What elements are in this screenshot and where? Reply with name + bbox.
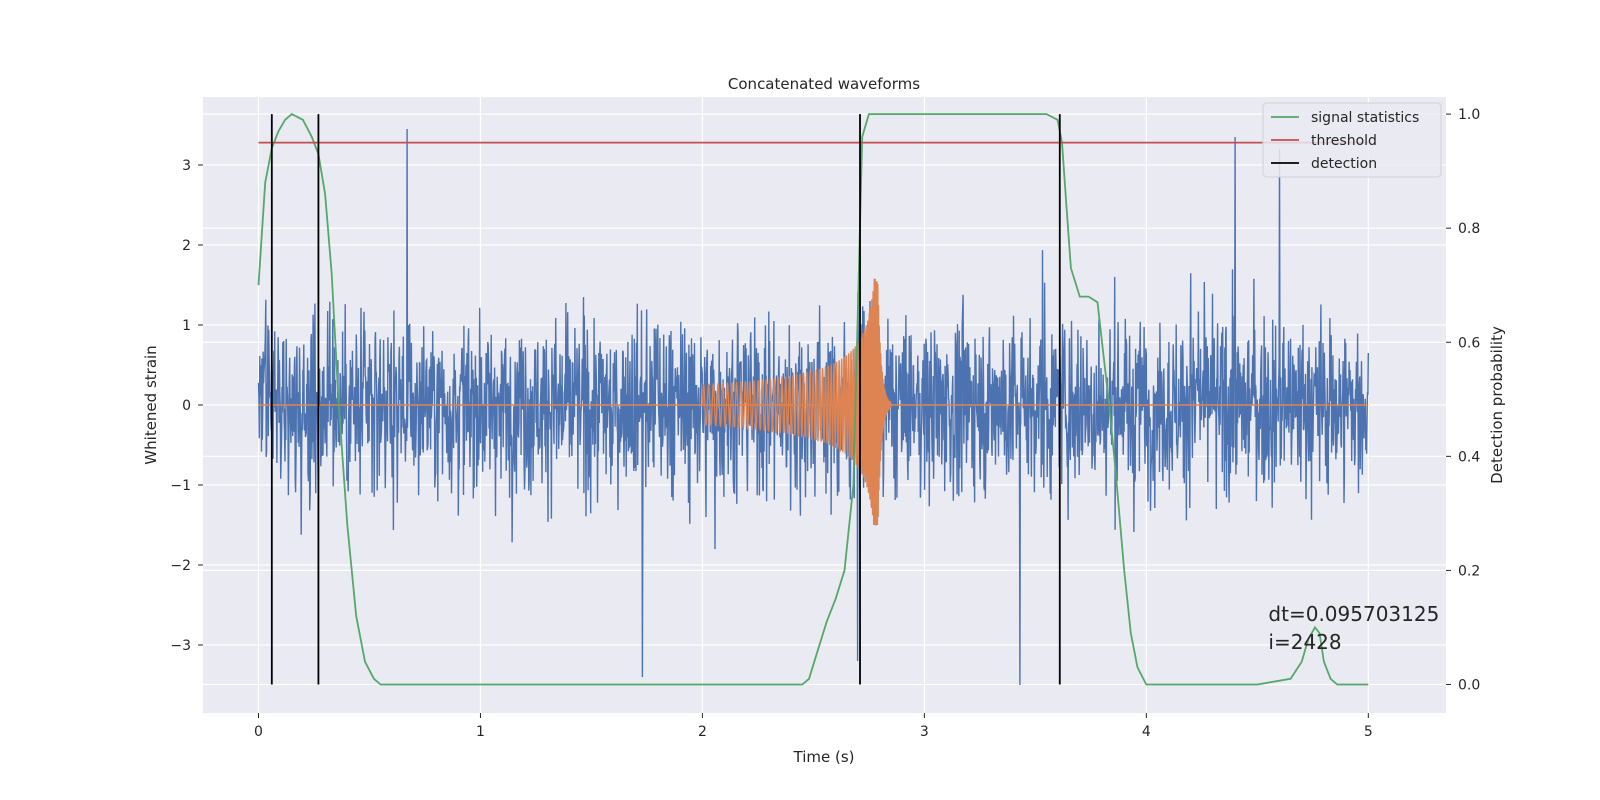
detection-probability-layer bbox=[257, 113, 1369, 686]
y-axis-label: Whitened strain bbox=[142, 345, 160, 464]
chart-title: Concatenated waveforms bbox=[728, 75, 920, 93]
y-tick-label: 3 bbox=[182, 158, 191, 174]
legend-label: threshold bbox=[1311, 133, 1377, 149]
whitened-strain-series bbox=[257, 128, 1369, 686]
y2-tick-label: 0.4 bbox=[1458, 449, 1480, 465]
x-tick-label: 3 bbox=[920, 724, 929, 740]
y-tick-label: −2 bbox=[170, 558, 191, 574]
y-tick-label: 0 bbox=[182, 398, 191, 414]
y2-tick-label: 0.2 bbox=[1458, 563, 1480, 579]
whitened-strain-line bbox=[257, 128, 1369, 686]
x-tick-label: 2 bbox=[698, 724, 707, 740]
legend-label: signal statistics bbox=[1311, 110, 1419, 126]
annotation-text: dt=0.095703125 bbox=[1268, 602, 1439, 626]
x-axis-label: Time (s) bbox=[793, 748, 855, 766]
y-tick-label: −3 bbox=[170, 638, 191, 654]
legend-label: detection bbox=[1311, 156, 1377, 172]
x-tick-label: 1 bbox=[476, 724, 485, 740]
y-tick-label: 2 bbox=[182, 238, 191, 254]
y2-tick-label: 0.0 bbox=[1458, 677, 1480, 693]
axes-ticks: 0 1 2 3 4 5 −3 −2 −1 0 1 2 3 0.0 0.2 0.4 0.6 0.8 1.0 bbox=[170, 107, 1480, 740]
signal-statistics-line bbox=[257, 113, 1369, 686]
annotations: dt=0.095703125 i=2428 bbox=[1268, 602, 1439, 654]
x-tick-label: 4 bbox=[1142, 724, 1151, 740]
y2-tick-label: 1.0 bbox=[1458, 107, 1480, 123]
legend: signal statistics threshold detection bbox=[1262, 102, 1442, 178]
y-tick-label: 1 bbox=[182, 318, 191, 334]
x-tick-label: 0 bbox=[254, 724, 263, 740]
y2-tick-label: 0.8 bbox=[1458, 221, 1480, 237]
y-tick-label: −1 bbox=[170, 478, 191, 494]
x-tick-label: 5 bbox=[1364, 724, 1373, 740]
y2-tick-label: 0.6 bbox=[1458, 335, 1480, 351]
annotation-text: i=2428 bbox=[1268, 630, 1341, 654]
y2-axis-label: Detection probability bbox=[1488, 326, 1506, 484]
legend-box bbox=[1262, 102, 1442, 178]
